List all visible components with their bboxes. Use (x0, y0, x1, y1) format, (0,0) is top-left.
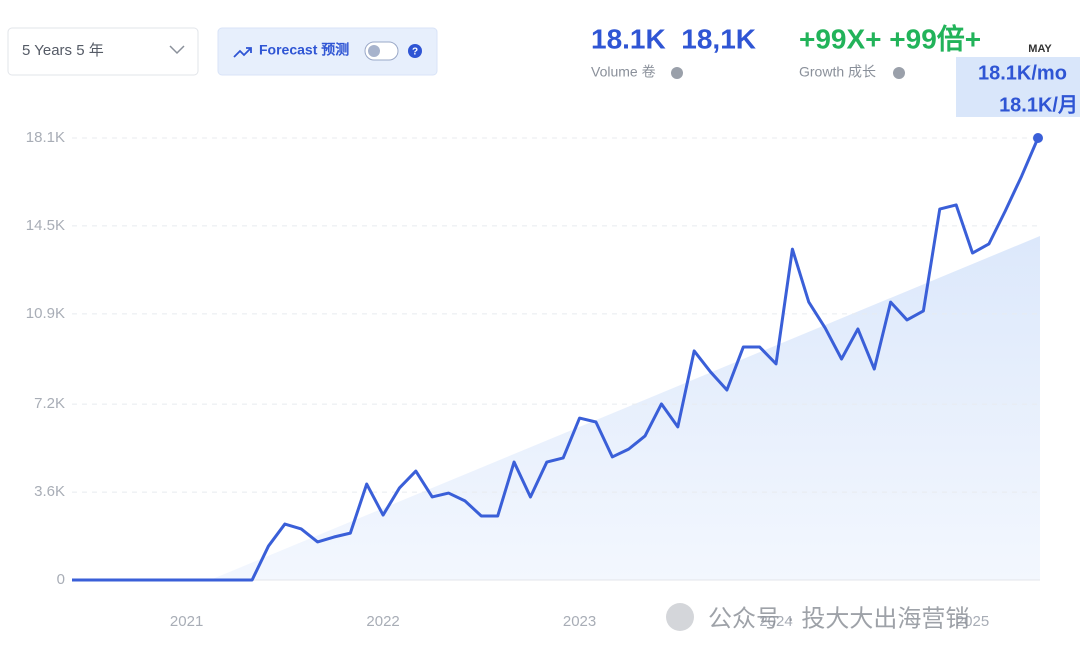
tooltip-month: MAY (1028, 43, 1052, 55)
x-tick-label: 2022 (366, 613, 399, 630)
trend-icon (233, 47, 252, 58)
trend-area (210, 236, 1040, 580)
stat-value: 18.1K 18,1K (591, 23, 756, 54)
forecast-label: Forecast 预测 (259, 42, 349, 58)
y-tick-label: 7.2K (34, 395, 65, 412)
tooltip-line: 18.1K/mo (978, 62, 1067, 84)
watermark: 公众号 · 投大大出海营销 (708, 605, 969, 632)
range-label: 5 Years 5 年 (22, 42, 104, 59)
range-dropdown[interactable] (7, 27, 199, 76)
y-tick-label: 10.9K (26, 305, 65, 322)
tooltip-line: 18.1K/月 (999, 94, 1078, 116)
help-icon[interactable] (671, 67, 683, 79)
switch-knob (368, 45, 380, 57)
x-tick-label: 2025 (956, 613, 989, 630)
line (72, 137, 1040, 582)
help-mark: ? (412, 47, 418, 58)
x-tick-label: 2023 (563, 613, 596, 630)
stat-label: Growth 成长 (799, 64, 876, 80)
x-tick-label: 2024 (759, 613, 792, 630)
help-icon[interactable] (893, 67, 905, 79)
y-tick-label: 18.1K (26, 129, 65, 146)
forecast-toggle[interactable] (217, 27, 438, 76)
y-tick-label: 0 (57, 571, 65, 588)
stat-value: +99X+ +99倍+ (799, 22, 981, 54)
tooltip (956, 57, 1080, 117)
point (1033, 133, 1043, 143)
help-icon[interactable] (408, 44, 422, 58)
dropdown-arrow (169, 45, 185, 55)
y-tick-label: 3.6K (34, 483, 65, 500)
x-tick-label: 2021 (170, 613, 203, 630)
stat-label: Volume 卷 (591, 64, 656, 80)
y-tick-label: 14.5K (26, 217, 65, 234)
watermark-icon (666, 603, 694, 631)
